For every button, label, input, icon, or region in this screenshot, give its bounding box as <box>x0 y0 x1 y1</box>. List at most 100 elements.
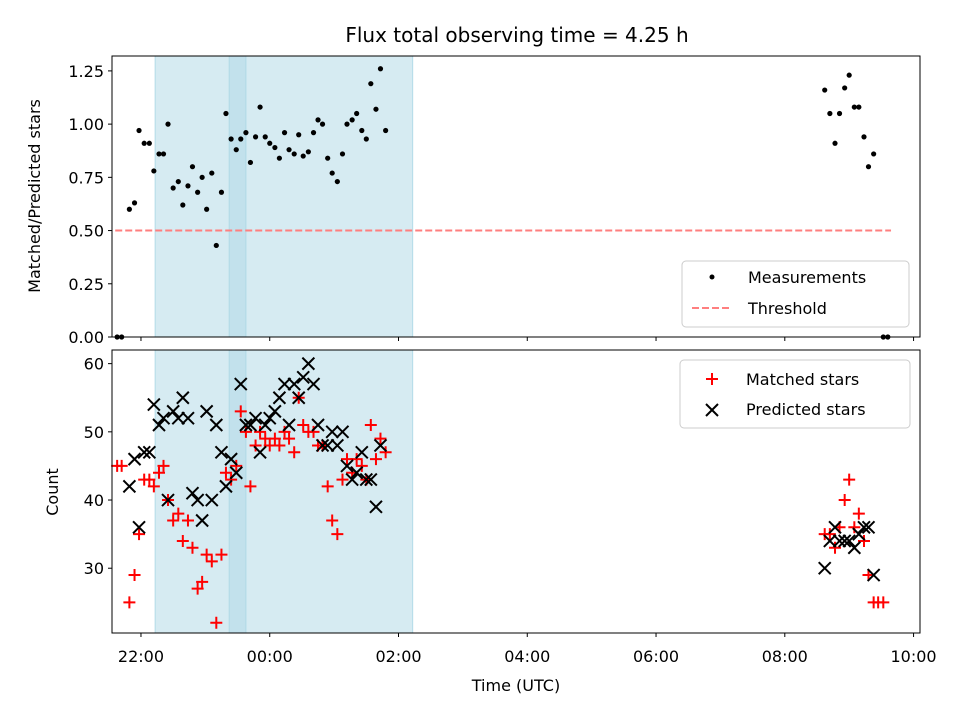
predicted-star-point <box>161 493 175 507</box>
x-tick-label: 00:00 <box>247 647 293 666</box>
matched-star-point <box>205 555 218 568</box>
predicted-star-point <box>320 438 335 453</box>
ratio-y-ticks: 0.00 0.25 0.50 0.75 1.00 1.25 <box>68 62 112 347</box>
measurement-point <box>243 130 249 136</box>
count-y-ticks: 30 40 50 60 <box>84 355 112 578</box>
measurement-point <box>310 130 317 136</box>
predicted-star-point <box>373 438 388 453</box>
measurement-point <box>315 117 321 123</box>
measurement-point <box>218 189 225 195</box>
ratio-axes-frame <box>111 55 921 338</box>
predicted-star-point <box>137 445 151 459</box>
shaded-interval-1 <box>228 349 414 634</box>
predicted-star-point <box>311 418 325 432</box>
matched-star-point <box>326 514 339 527</box>
legend-predicted-marker <box>705 403 719 417</box>
y-tick-label: 40 <box>84 491 104 510</box>
predicted-star-point <box>364 472 378 487</box>
predicted-star-point <box>349 466 364 480</box>
measurement-point <box>368 81 374 87</box>
predicted-star-point <box>209 418 224 432</box>
predicted-star-point <box>325 425 339 439</box>
predicted-star-point <box>857 520 871 535</box>
ratio-legend-box <box>681 260 910 328</box>
legend-matched-label: Matched stars <box>746 370 859 389</box>
legend-threshold-label: Threshold <box>747 299 827 318</box>
predicted-star-point <box>832 534 847 548</box>
measurement-point <box>300 153 306 159</box>
matched-star-point <box>152 466 165 479</box>
measurement-point <box>257 104 263 110</box>
matched-star-point <box>186 541 199 554</box>
matched-star-point <box>215 548 228 561</box>
matched-star-point <box>297 419 310 432</box>
measurement-point <box>291 151 297 157</box>
matched-star-point <box>143 473 156 486</box>
predicted-star-point <box>335 425 350 439</box>
measurement-point <box>233 147 239 153</box>
matched-star-point <box>230 459 243 472</box>
predicted-star-point <box>268 404 282 419</box>
measurement-point <box>185 183 191 189</box>
predicted-star-point <box>330 438 345 453</box>
predicted-star-point <box>287 377 301 391</box>
predicted-star-point <box>122 479 137 494</box>
ratio-x-ticks <box>140 337 915 341</box>
predicted-star-point <box>243 418 258 432</box>
predicted-star-point <box>837 534 852 548</box>
predicted-star-point <box>253 445 267 459</box>
predicted-star-point <box>359 472 374 487</box>
x-tick-label: 22:00 <box>118 647 164 666</box>
measurement-point <box>272 144 278 151</box>
measurement-point <box>204 206 210 212</box>
predicted-star-point <box>156 411 171 425</box>
predicted-star-point <box>861 520 876 535</box>
matched-star-point <box>123 596 136 609</box>
matched-star-point <box>200 548 213 561</box>
predicted-star-point <box>866 568 881 582</box>
predicted-star-point <box>190 493 205 507</box>
matched-star-point <box>254 425 267 438</box>
predicted-star-point <box>195 513 209 528</box>
predicted-star-point <box>301 356 316 371</box>
matched-star-point <box>283 432 296 445</box>
matched-star-point <box>321 480 334 493</box>
measurement-point <box>156 151 162 157</box>
predicted-star-point <box>345 472 359 487</box>
measurement-point <box>383 127 389 134</box>
measurement-point <box>175 178 181 185</box>
measurement-point <box>252 134 259 140</box>
matched-star-point <box>249 439 262 452</box>
chart-title: Flux total observing time = 4.25 h <box>345 23 688 47</box>
measurement-point <box>170 185 176 191</box>
y-tick-label: 1.25 <box>68 62 104 81</box>
matched-star-point <box>374 432 387 445</box>
shaded-interval-1 <box>228 55 414 338</box>
measurement-point <box>325 155 331 161</box>
count-legend-box <box>679 359 911 429</box>
count-y-axis-label: Count <box>43 468 62 516</box>
legend-predicted-label: Predicted stars <box>746 400 866 419</box>
matched-star-point <box>157 459 170 472</box>
y-tick-label: 0.50 <box>68 222 104 241</box>
matched-star-point <box>239 425 252 438</box>
measurement-point <box>199 174 205 180</box>
matched-star-point <box>181 514 194 527</box>
measurement-point <box>223 110 229 117</box>
matched-star-point <box>191 582 204 595</box>
predicted-star-point <box>272 391 287 405</box>
y-tick-label: 30 <box>84 559 104 578</box>
count-axes-frame <box>111 349 921 634</box>
y-tick-label: 0.75 <box>68 168 104 187</box>
predicted-star-point <box>147 397 161 412</box>
matched-star-point <box>829 541 842 554</box>
matched-star-point <box>273 439 286 452</box>
measurement-point <box>180 202 186 208</box>
y-tick-label: 50 <box>84 423 104 442</box>
predicted-star-point <box>214 445 229 459</box>
predicted-star-point <box>818 561 832 575</box>
predicted-star-point <box>847 541 862 555</box>
predicted-star-point <box>224 452 238 466</box>
predicted-star-point <box>842 534 856 548</box>
